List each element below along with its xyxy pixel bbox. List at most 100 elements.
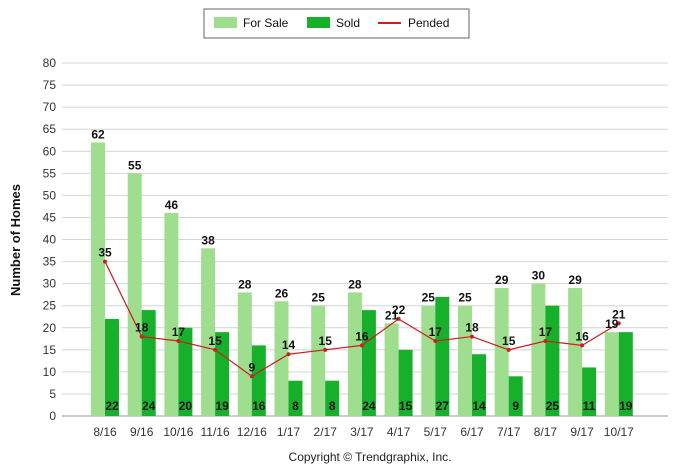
- data-label-for-sale: 25: [312, 291, 326, 305]
- x-tick-label: 8/16: [93, 425, 117, 439]
- x-tick-label: 2/17: [314, 425, 338, 439]
- y-tick-label: 45: [43, 210, 57, 224]
- bar-sold: [508, 376, 523, 416]
- x-tick-label: 6/17: [460, 425, 484, 439]
- data-label-sold: 14: [472, 399, 486, 413]
- data-label-pended: 15: [208, 334, 222, 348]
- y-tick-label: 25: [43, 299, 57, 313]
- data-label-sold: 9: [512, 399, 519, 413]
- bar-for-sale: [164, 213, 179, 416]
- data-label-pended: 15: [319, 334, 333, 348]
- data-label-pended: 16: [575, 329, 589, 343]
- legend-label-pended: Pended: [408, 16, 449, 30]
- bar-sold: [251, 345, 266, 416]
- data-label-sold: 8: [329, 399, 336, 413]
- bar-sold: [582, 367, 597, 416]
- data-label-sold: 22: [105, 399, 119, 413]
- data-label-sold: 19: [215, 399, 229, 413]
- data-label-pended: 22: [392, 303, 406, 317]
- data-label-pended: 35: [98, 246, 112, 260]
- data-label-sold: 20: [179, 399, 193, 413]
- data-label-pended: 21: [612, 307, 626, 321]
- data-label-sold: 25: [546, 399, 560, 413]
- data-label-pended: 14: [282, 338, 296, 352]
- x-tick-label: 7/17: [497, 425, 521, 439]
- bar-sold: [618, 332, 633, 416]
- data-label-sold: 19: [619, 399, 633, 413]
- pended-point: [286, 352, 291, 357]
- bar-sold: [398, 349, 413, 416]
- copyright-text: Copyright © Trendgraphix, Inc.: [289, 450, 452, 464]
- data-label-sold: 16: [252, 399, 266, 413]
- pended-point: [470, 334, 474, 339]
- y-tick-label: 80: [43, 56, 57, 70]
- pended-point: [323, 347, 328, 352]
- y-axis-label: Number of Homes: [8, 184, 23, 296]
- pended-point: [103, 259, 107, 264]
- data-label-pended: 15: [502, 334, 516, 348]
- bar-for-sale: [531, 283, 546, 416]
- y-tick-label: 70: [43, 100, 57, 114]
- y-tick-label: 50: [43, 188, 57, 202]
- x-tick-label: 9/17: [570, 425, 594, 439]
- bar-sold: [325, 380, 340, 416]
- x-tick-label: 3/17: [350, 425, 374, 439]
- legend-swatch-for-sale: [214, 17, 237, 28]
- pended-point: [506, 347, 511, 352]
- pended-point: [249, 374, 254, 379]
- x-tick-label: 8/17: [534, 425, 558, 439]
- bar-sold: [361, 310, 376, 416]
- data-label-for-sale: 30: [532, 269, 546, 283]
- data-label-for-sale: 28: [238, 277, 252, 291]
- pended-point: [616, 321, 621, 326]
- data-label-for-sale: 28: [348, 277, 362, 291]
- data-label-pended: 17: [539, 325, 553, 339]
- y-tick-label: 5: [49, 387, 56, 401]
- bar-sold: [472, 354, 486, 416]
- data-label-for-sale: 46: [165, 198, 179, 212]
- data-label-for-sale: 21: [385, 308, 399, 322]
- data-label-pended: 17: [172, 325, 186, 339]
- bar-for-sale: [311, 305, 326, 416]
- y-tick-label: 55: [43, 166, 57, 180]
- y-tick-label: 75: [43, 78, 57, 92]
- data-label-for-sale: 38: [201, 233, 215, 247]
- data-label-for-sale: 19: [605, 317, 619, 331]
- data-label-for-sale: 26: [275, 286, 289, 300]
- data-label-pended: 18: [465, 321, 479, 335]
- y-tick-label: 65: [43, 122, 57, 136]
- data-label-for-sale: 62: [91, 127, 105, 141]
- pended-point: [433, 338, 438, 343]
- x-tick-label: 10/17: [604, 425, 634, 439]
- bar-sold: [215, 332, 230, 416]
- x-tick-label: 10/16: [163, 425, 193, 439]
- bar-sold: [288, 380, 303, 416]
- legend: For Sale Sold Pended: [203, 8, 470, 39]
- bar-for-sale: [421, 305, 436, 416]
- pended-line: [103, 259, 621, 379]
- bar-for-sale: [237, 292, 252, 416]
- y-axis: 0 5 10 15 20 25 30 35 40 45 50 55 60 65 70 75 80: [43, 56, 57, 423]
- bar-for-sale: [494, 288, 509, 416]
- data-label-sold: 15: [399, 399, 413, 413]
- y-tick-label: 40: [43, 233, 57, 247]
- x-tick-label: 1/17: [277, 425, 301, 439]
- y-tick-label: 20: [43, 321, 57, 335]
- bars: [91, 142, 633, 417]
- data-labels: 62 22 55 24 46 20 38 19 28 16 26 8 25 8 28 24 21 15 25 27 25…: [91, 127, 632, 413]
- pended-point: [176, 338, 181, 343]
- pended-point: [396, 316, 401, 321]
- bar-sold: [545, 305, 560, 416]
- data-label-sold: 24: [142, 399, 156, 413]
- legend-swatch-sold: [307, 17, 330, 28]
- pended-point: [213, 347, 218, 352]
- y-tick-label: 30: [43, 277, 57, 291]
- pended-point: [543, 338, 548, 343]
- data-label-for-sale: 29: [568, 273, 582, 287]
- data-label-pended: 17: [429, 325, 443, 339]
- legend-box: [203, 8, 470, 39]
- y-tick-label: 0: [49, 409, 56, 423]
- data-label-sold: 24: [362, 399, 376, 413]
- y-tick-label: 15: [43, 343, 57, 357]
